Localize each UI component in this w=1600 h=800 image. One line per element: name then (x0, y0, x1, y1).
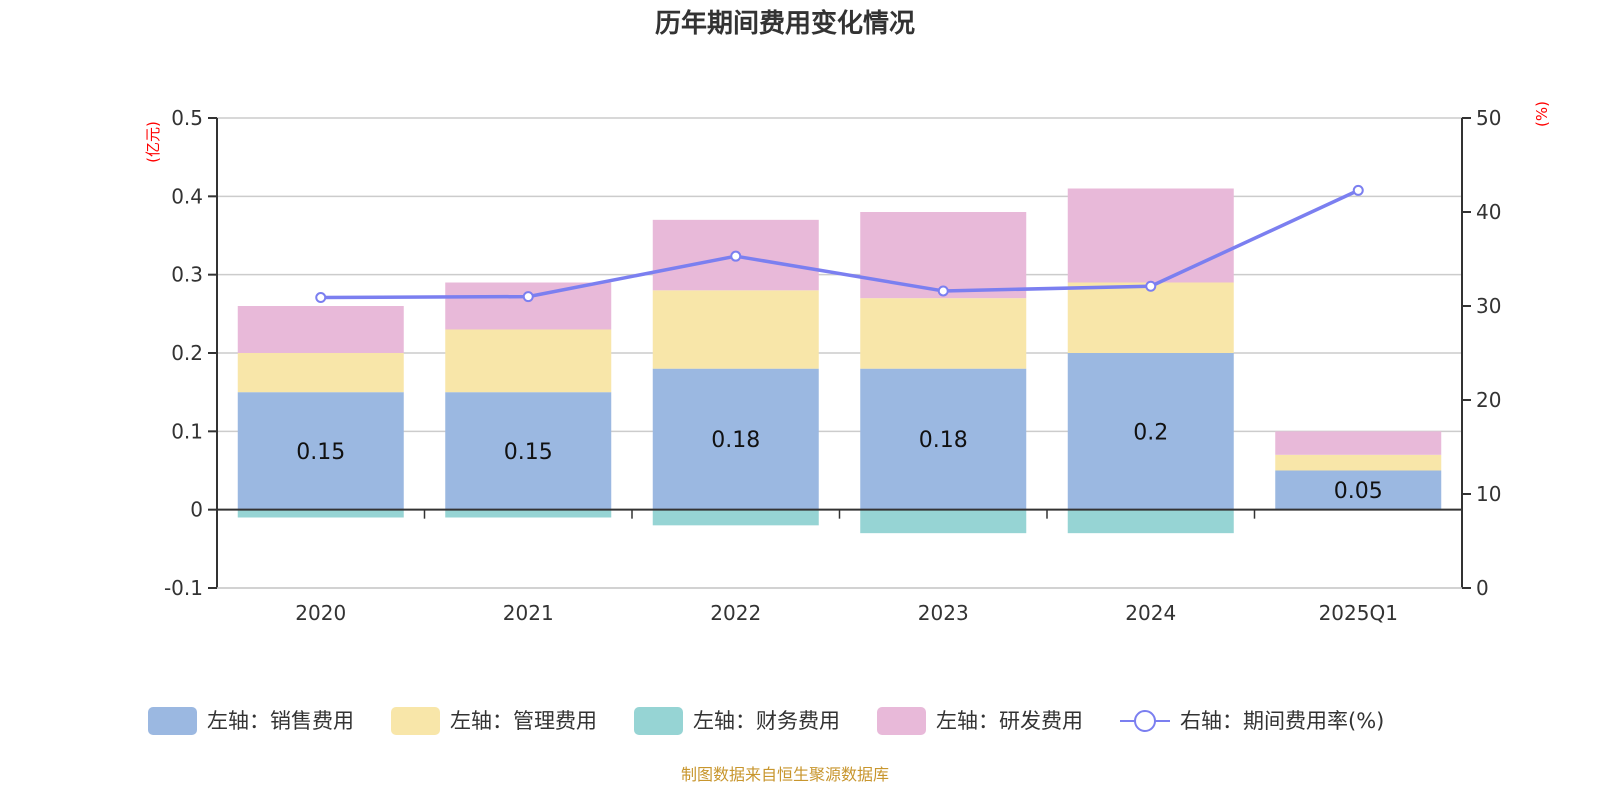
bar-segment (652, 290, 819, 369)
right-tick-label: 10 (1476, 482, 1501, 506)
bar-segment (1275, 470, 1442, 510)
bar-segment (860, 509, 1027, 534)
left-tick-label: 0.3 (171, 263, 203, 287)
legend-item: 左轴：销售费用 (148, 707, 354, 735)
legend-label: 右轴：期间费用率(%) (1180, 709, 1384, 733)
bar-segment (652, 368, 819, 510)
left-tick-label: 0.1 (171, 419, 203, 443)
bar-value-label: 0.05 (1334, 479, 1383, 504)
rate-point (1145, 280, 1157, 292)
rate-point (1352, 184, 1364, 196)
bar-segment (1275, 431, 1442, 455)
right-tick-label: 20 (1476, 388, 1501, 412)
rate-point (315, 292, 327, 304)
axes (208, 117, 1471, 589)
legend-label: 左轴：管理费用 (450, 709, 597, 733)
legend: 左轴：销售费用 左轴：管理费用 左轴：财务费用 左轴：研发费用 右轴：期间费用率(%) (148, 707, 1384, 735)
right-axis-unit: (%) (1533, 101, 1551, 127)
bar-segment (1067, 509, 1234, 534)
left-tick-label: -0.1 (164, 576, 203, 600)
legend-swatch (391, 707, 440, 735)
bar-segment (1275, 454, 1442, 471)
bar-value-label: 0.15 (504, 440, 553, 465)
legend-swatch (634, 707, 683, 735)
bar-segment (445, 509, 612, 518)
bar-segment (237, 392, 404, 510)
source-note: 制图数据来自恒生聚源数据库 (681, 765, 889, 784)
right-tick-label: 30 (1476, 294, 1501, 318)
bar-segment (445, 392, 612, 510)
legend-marker-icon (1134, 710, 1156, 732)
bar-segment (860, 298, 1027, 369)
bars (237, 188, 1442, 534)
bar-segment (445, 282, 612, 330)
x-tick-label: 2022 (710, 601, 761, 625)
right-tick-label: 0 (1476, 576, 1489, 600)
bar-segment (1067, 282, 1234, 353)
bar-segment (1067, 188, 1234, 283)
chart-title: 历年期间费用变化情况 (655, 8, 915, 39)
rate-point (730, 250, 742, 262)
bar-segment (237, 353, 404, 393)
bar-value-label: 0.18 (919, 428, 968, 453)
rate-point (937, 285, 949, 297)
legend-label: 左轴：销售费用 (207, 709, 354, 733)
bar-segment (237, 509, 404, 518)
legend-item: 左轴：管理费用 (391, 707, 597, 735)
right-tick-label: 40 (1476, 200, 1501, 224)
bar-value-label: 0.2 (1133, 420, 1168, 445)
legend-swatch (148, 707, 197, 735)
data-labels: 0.15 0.15 0.18 0.18 0.2 0.05 (296, 420, 1382, 504)
legend-item: 右轴：期间费用率(%) (1120, 709, 1384, 733)
bar-segment (445, 329, 612, 393)
bar-value-label: 0.15 (296, 440, 345, 465)
bar-segment (652, 509, 819, 526)
left-tick-label: 0 (190, 498, 203, 522)
left-tick-label: 0.4 (171, 184, 203, 208)
legend-label: 左轴：财务费用 (693, 709, 840, 733)
bar-value-label: 0.18 (711, 428, 760, 453)
x-tick-label: 2023 (918, 601, 969, 625)
rate-line-path (320, 188, 1359, 300)
legend-item: 左轴：财务费用 (634, 707, 840, 735)
tick-labels: 0.5 0.4 0.3 0.2 0.1 0 -0.1 50 40 30 20 10 0 2020 2021 2… (164, 106, 1501, 625)
bar-segment (237, 306, 404, 353)
x-tick-label: 2020 (295, 601, 346, 625)
x-tick-label: 2024 (1125, 601, 1176, 625)
rate-line (315, 184, 1364, 304)
bar-segment (1067, 353, 1234, 510)
rate-point (522, 291, 534, 303)
legend-swatch (877, 707, 926, 735)
bar-segment (860, 368, 1027, 510)
left-tick-label: 0.5 (171, 106, 203, 130)
legend-label: 左轴：研发费用 (936, 709, 1083, 733)
x-tick-label: 2021 (503, 601, 554, 625)
right-tick-label: 50 (1476, 106, 1501, 130)
bar-segment (860, 212, 1027, 299)
x-tick-label: 2025Q1 (1319, 601, 1398, 625)
left-axis-unit: (亿元) (144, 121, 162, 163)
legend-item: 左轴：研发费用 (877, 707, 1083, 735)
left-tick-label: 0.2 (171, 341, 203, 365)
